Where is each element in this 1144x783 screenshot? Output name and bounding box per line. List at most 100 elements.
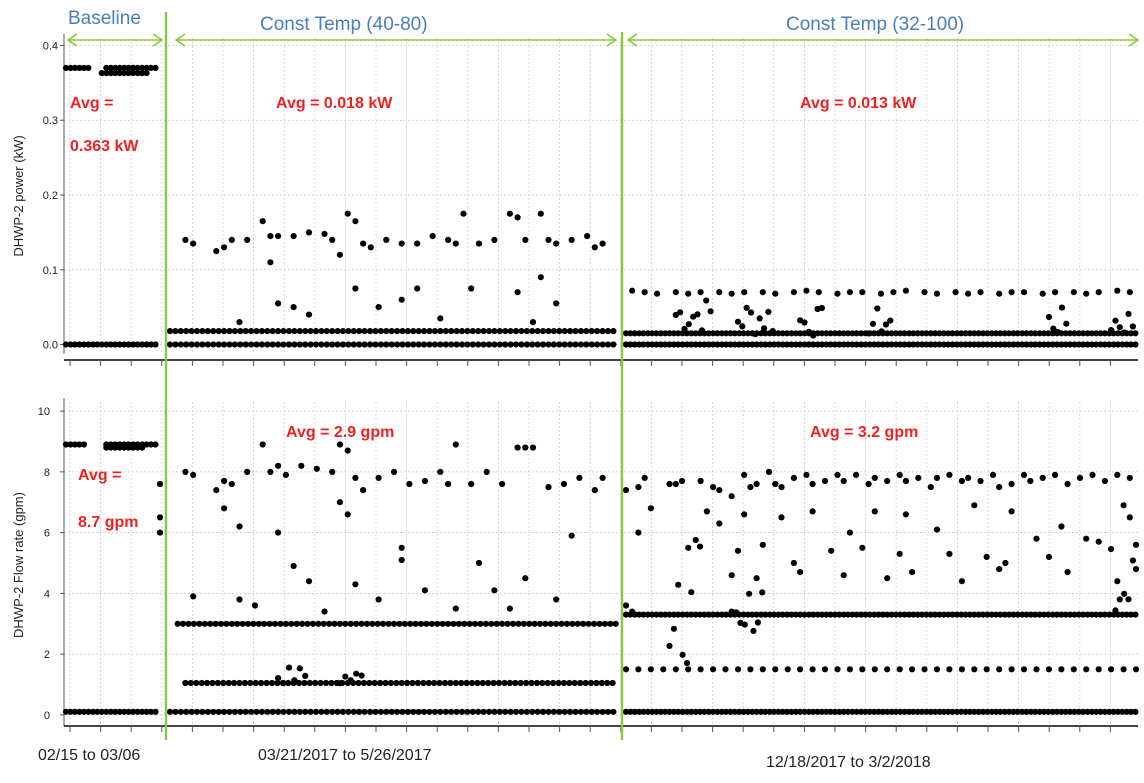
data-point: [221, 341, 228, 348]
data-point: [226, 341, 233, 348]
data-point: [112, 708, 119, 715]
data-point: [112, 64, 119, 71]
data-point: [675, 341, 682, 348]
data-point: [237, 708, 244, 715]
data-point: [588, 328, 595, 335]
data-point: [844, 708, 852, 715]
data-point: [336, 441, 343, 448]
data-point: [342, 620, 349, 627]
data-point: [156, 529, 164, 536]
data-point: [1097, 341, 1104, 348]
data-point: [1045, 666, 1052, 673]
data-point: [103, 708, 110, 715]
data-point: [1058, 341, 1065, 348]
data-point: [415, 341, 422, 348]
data-point: [657, 341, 664, 348]
data-point: [67, 64, 74, 71]
data-point: [622, 330, 630, 337]
data-point: [993, 341, 1000, 348]
flow-avg-const-40-80: Avg = 2.9 gpm: [286, 424, 394, 441]
data-point: [902, 477, 910, 485]
data-point: [1001, 330, 1008, 337]
data-point: [380, 620, 387, 627]
data-point: [496, 341, 503, 348]
data-point: [821, 666, 829, 673]
data-point: [475, 341, 482, 348]
data-point: [545, 708, 552, 715]
data-point: [264, 341, 271, 348]
data-point: [1119, 611, 1126, 618]
data-point: [252, 679, 259, 687]
data-point: [759, 289, 766, 296]
data-point: [823, 330, 830, 337]
data-point: [879, 611, 887, 618]
data-point: [805, 611, 813, 618]
data-point: [599, 708, 606, 715]
data-point: [89, 341, 96, 348]
data-point: [1075, 341, 1082, 348]
data-point: [545, 236, 552, 243]
data-point: [1027, 477, 1034, 485]
data-point: [360, 240, 367, 247]
data-point: [210, 328, 217, 335]
data-point: [485, 708, 493, 715]
data-point: [372, 708, 379, 715]
data-point: [76, 441, 83, 448]
data-point: [1040, 611, 1048, 618]
data-point: [217, 620, 225, 627]
data-point: [1080, 341, 1087, 348]
data-point: [121, 70, 128, 77]
data-point: [62, 441, 70, 448]
data-point: [1008, 480, 1015, 488]
data-point: [280, 328, 287, 335]
data-point: [353, 620, 360, 627]
data-point: [436, 679, 443, 687]
data-point: [853, 341, 860, 348]
data-point: [765, 468, 773, 475]
data-point: [1049, 611, 1056, 618]
data-point: [762, 341, 769, 348]
data-point: [523, 328, 531, 335]
data-point: [1129, 557, 1136, 564]
data-point: [502, 708, 509, 715]
data-point: [675, 708, 682, 715]
data-point: [404, 341, 411, 348]
data-point: [685, 290, 692, 297]
data-point: [1067, 708, 1074, 715]
data-point: [644, 611, 651, 618]
data-point: [846, 529, 854, 536]
data-point: [736, 341, 743, 348]
data-point: [388, 708, 395, 715]
data-point: [1126, 474, 1133, 481]
data-point: [984, 341, 991, 348]
data-point: [1116, 324, 1123, 331]
data-point: [204, 679, 211, 687]
data-point: [302, 708, 309, 715]
data-point: [662, 708, 669, 715]
data-point: [958, 708, 965, 715]
data-point: [1010, 611, 1017, 618]
data-point: [1123, 330, 1130, 337]
data-point: [765, 308, 772, 315]
data-point: [788, 708, 795, 715]
data-point: [514, 214, 521, 221]
data-point: [877, 290, 885, 297]
data-point: [1027, 708, 1034, 715]
data-point: [545, 484, 552, 491]
data-point: [512, 679, 519, 687]
data-point: [988, 611, 995, 618]
data-point: [675, 581, 682, 588]
data-point: [475, 328, 482, 335]
data-point: [434, 620, 441, 627]
data-point: [679, 330, 686, 337]
data-point: [897, 341, 904, 348]
data-point: [336, 620, 343, 627]
data-point: [367, 244, 374, 251]
data-point: [469, 708, 476, 715]
series-const-temp-32-100-: [622, 287, 1139, 348]
data-point: [345, 328, 352, 335]
data-point: [1106, 330, 1113, 337]
data-point: [139, 444, 146, 451]
y-tick-label: 4: [44, 588, 50, 600]
data-point: [696, 708, 704, 715]
